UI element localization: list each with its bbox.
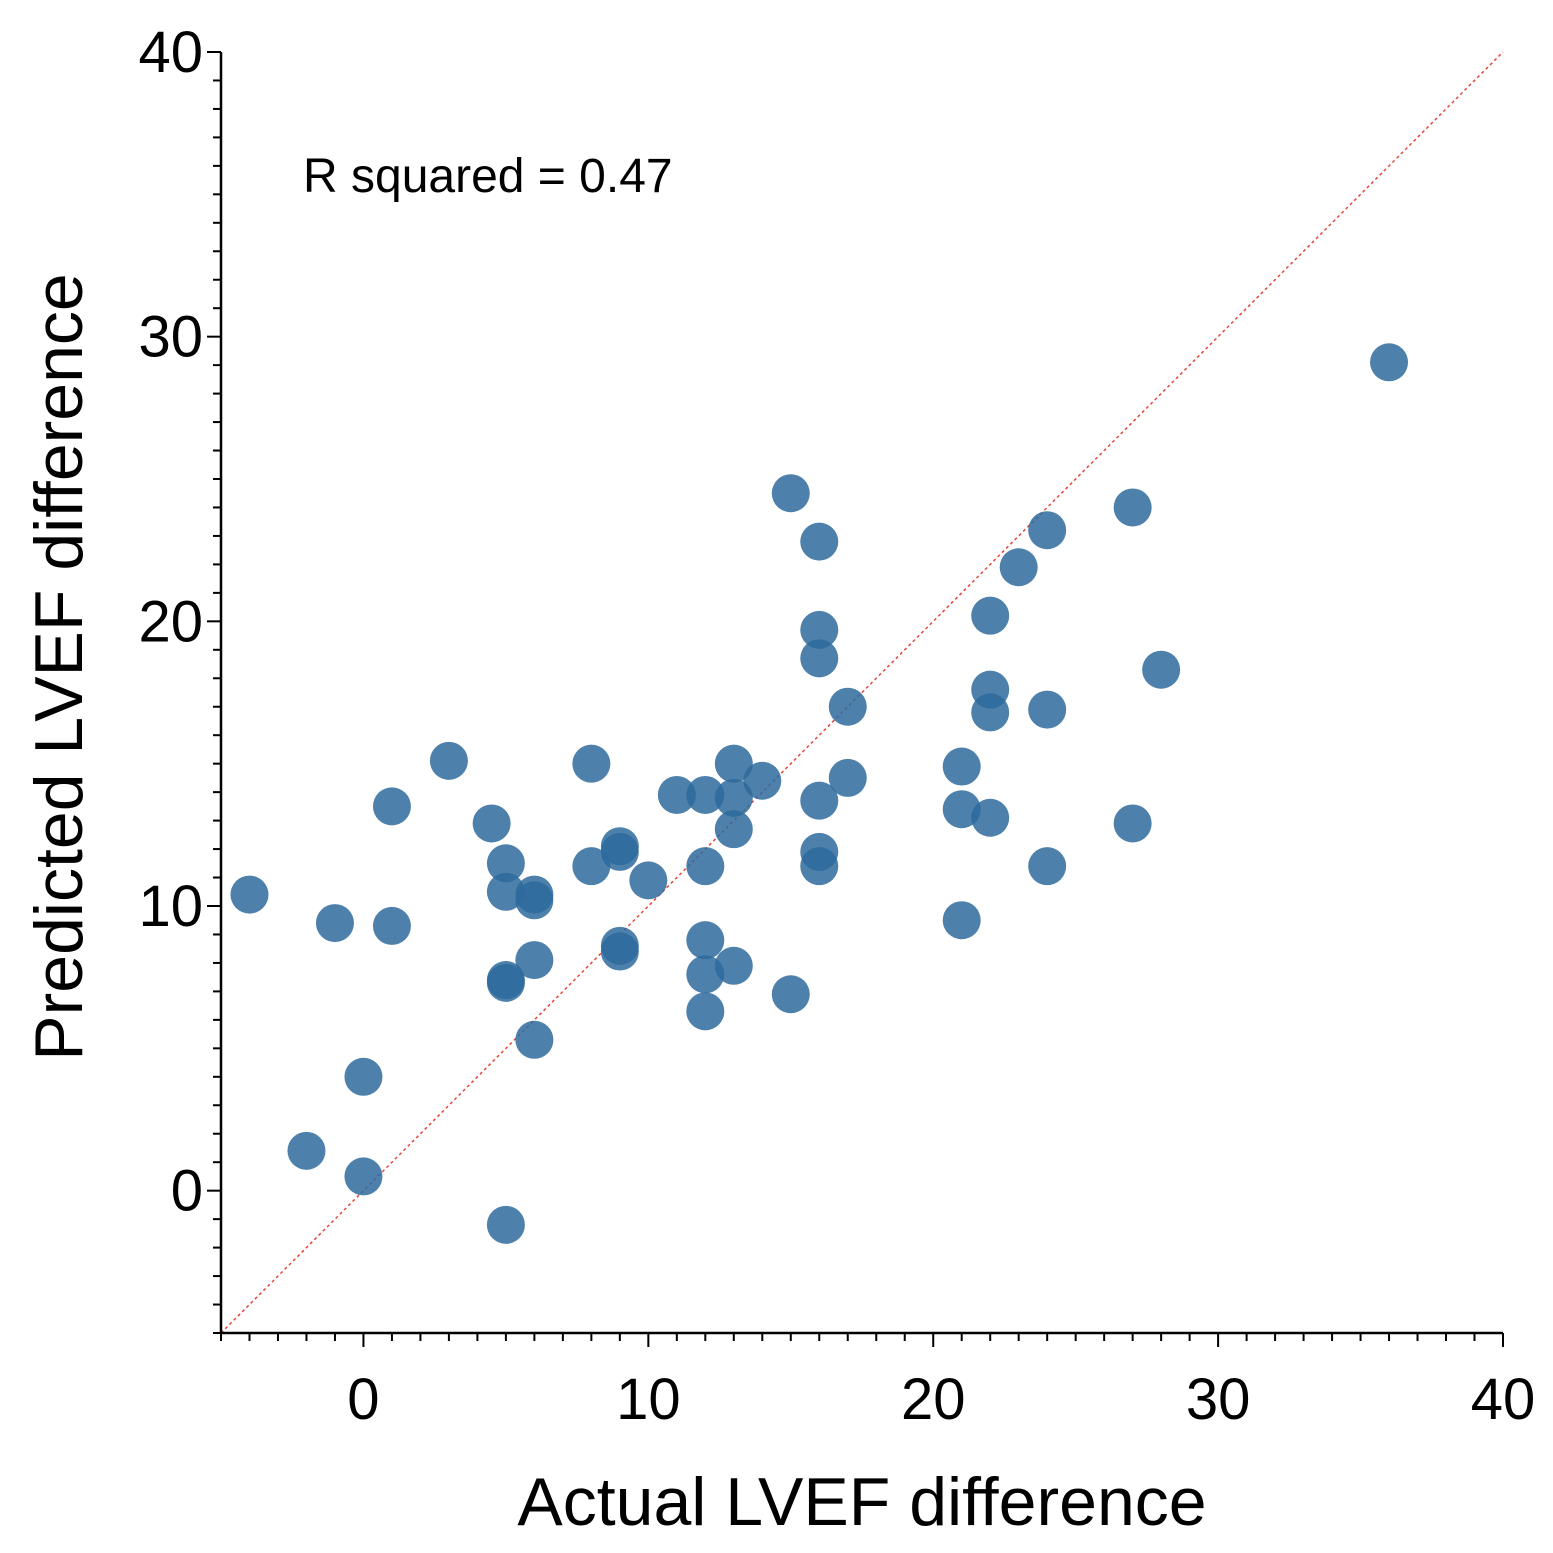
data-point xyxy=(230,875,269,914)
data-point xyxy=(486,872,525,911)
data-point xyxy=(1142,650,1181,689)
data-point xyxy=(942,747,981,786)
data-point xyxy=(686,847,725,886)
r-squared-annotation: R squared = 0.47 xyxy=(303,150,673,203)
data-point xyxy=(600,932,639,971)
x-axis-label: Actual LVEF difference xyxy=(517,1464,1206,1540)
data-point xyxy=(828,687,867,726)
data-point xyxy=(800,522,839,561)
data-point xyxy=(771,975,810,1014)
data-point xyxy=(372,906,411,945)
data-point xyxy=(572,744,611,783)
data-point xyxy=(472,804,511,843)
data-point xyxy=(714,744,753,783)
y-tick-label: 40 xyxy=(138,20,203,85)
ticks-layer: 0 10 20 30 40 0 10 20 30 40 xyxy=(138,20,1535,1432)
data-point xyxy=(515,941,554,980)
data-point xyxy=(486,844,525,883)
data-point xyxy=(315,904,354,943)
data-point xyxy=(344,1057,383,1096)
axes-layer xyxy=(219,52,1503,1335)
identity-reference-line-layer xyxy=(220,51,1504,1334)
y-tick-label: 30 xyxy=(138,305,203,370)
data-point xyxy=(800,847,839,886)
x-tick-label: 20 xyxy=(901,1367,966,1432)
x-tick-label: 40 xyxy=(1471,1367,1536,1432)
data-point xyxy=(971,596,1010,635)
y-tick-label: 0 xyxy=(171,1159,203,1224)
data-point xyxy=(686,775,725,814)
data-point xyxy=(714,778,753,817)
identity-reference-line xyxy=(220,51,1504,1334)
y-tick-label: 20 xyxy=(138,589,203,654)
data-point xyxy=(1028,690,1067,729)
y-axis-label: Predicted LVEF difference xyxy=(21,273,97,1060)
data-point xyxy=(572,847,611,886)
data-point xyxy=(714,946,753,985)
data-point xyxy=(1113,488,1152,527)
data-point xyxy=(800,639,839,678)
data-point xyxy=(714,810,753,849)
x-tick-label: 10 xyxy=(616,1367,681,1432)
data-point xyxy=(743,761,782,800)
x-tick-label: 0 xyxy=(347,1367,379,1432)
data-point xyxy=(629,861,668,900)
data-point xyxy=(372,787,411,826)
data-point xyxy=(1113,804,1152,843)
data-point xyxy=(686,921,725,960)
x-tick-label: 30 xyxy=(1186,1367,1251,1432)
data-point xyxy=(999,548,1038,587)
data-point xyxy=(942,901,981,940)
data-point xyxy=(771,474,810,513)
data-point xyxy=(1370,343,1409,382)
data-points-layer xyxy=(230,343,1409,1244)
data-point xyxy=(486,1205,525,1244)
data-point xyxy=(344,1157,383,1196)
data-point xyxy=(1028,511,1067,550)
data-point xyxy=(942,790,981,829)
data-point xyxy=(515,881,554,920)
data-point xyxy=(800,610,839,649)
data-point xyxy=(287,1131,326,1170)
data-point xyxy=(600,832,639,871)
data-point xyxy=(429,741,468,780)
data-point xyxy=(1028,847,1067,886)
data-point xyxy=(971,798,1010,837)
data-point xyxy=(486,963,525,1002)
data-point xyxy=(686,992,725,1031)
data-point xyxy=(686,955,725,994)
data-point xyxy=(971,693,1010,732)
data-point xyxy=(515,1020,554,1059)
data-point xyxy=(800,781,839,820)
y-tick-label: 10 xyxy=(138,874,203,939)
data-point xyxy=(828,758,867,797)
data-point xyxy=(657,775,696,814)
